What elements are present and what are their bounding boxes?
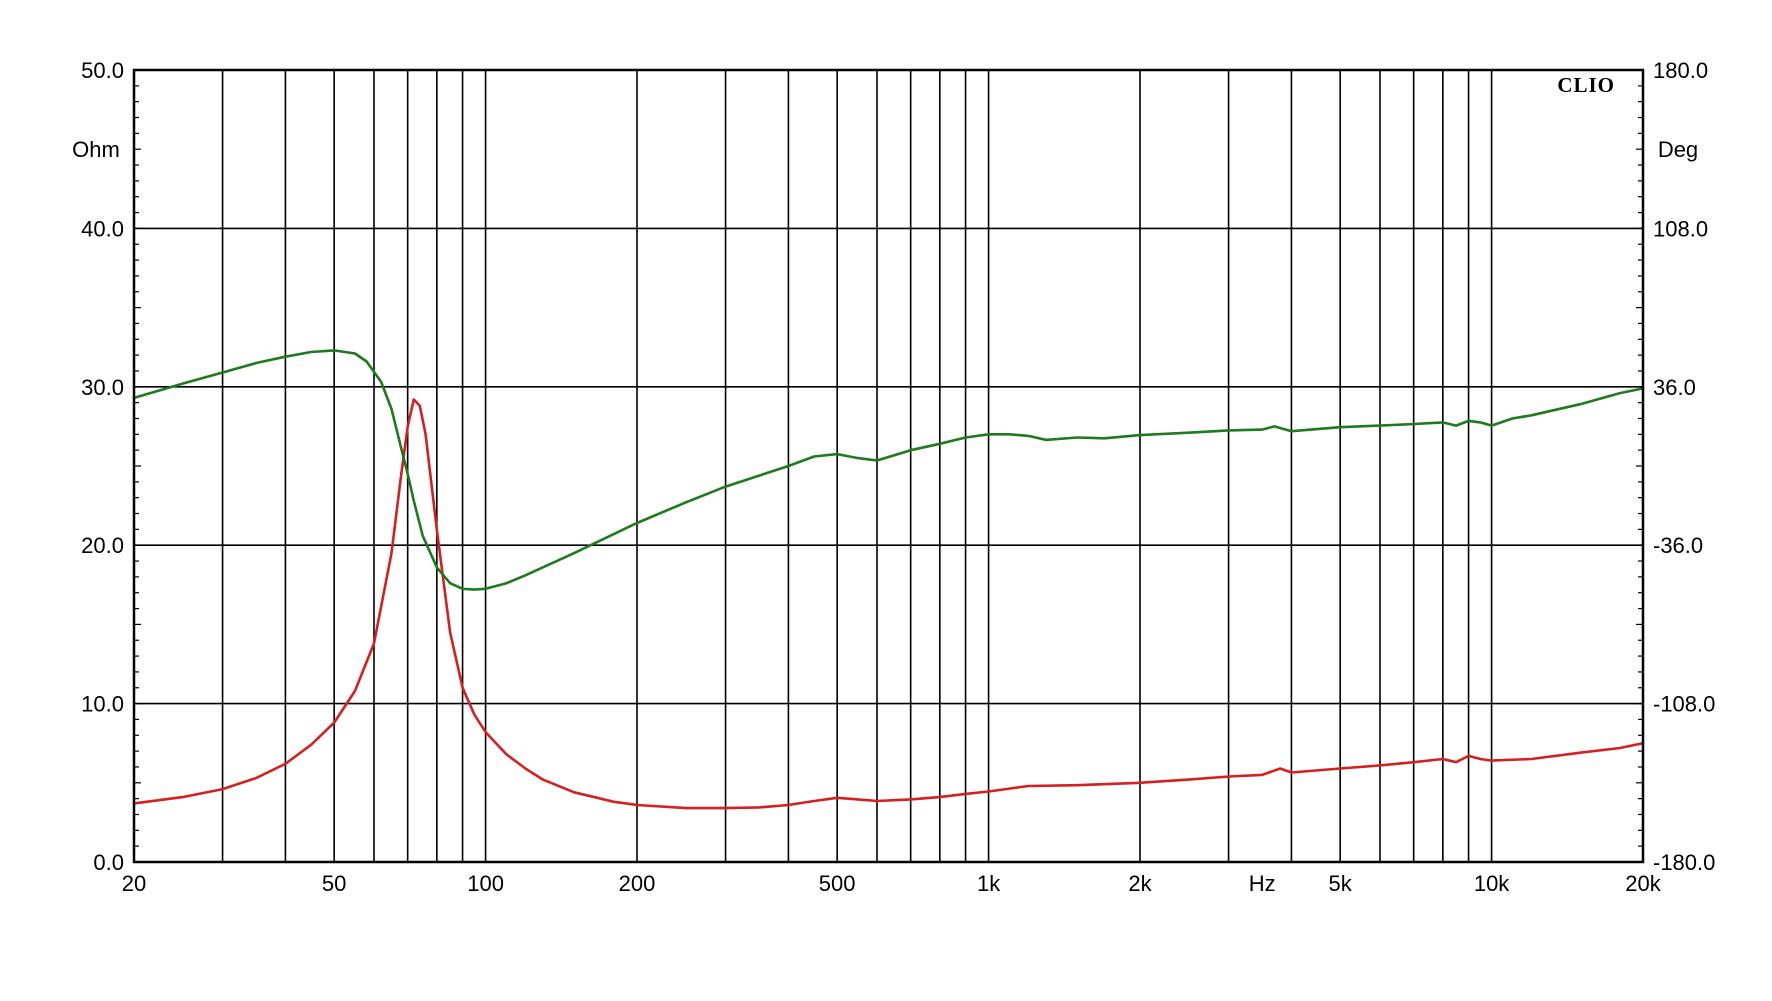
- x-tick-label: 10k: [1474, 871, 1510, 896]
- x-tick-label: 20k: [1625, 871, 1661, 896]
- right-tick-label: 180.0: [1653, 58, 1708, 83]
- x-tick-label: 200: [619, 871, 656, 896]
- x-tick-label: 100: [467, 871, 504, 896]
- series-lines: [132, 349, 1645, 810]
- tick-marks: [134, 69, 1643, 863]
- phase-curve: [132, 349, 1645, 591]
- right-tick-label: -108.0: [1653, 692, 1715, 717]
- tick-labels: 0.0 10.0 20.0 30.0 40.0 50.0 -180.0 -108.0 -36.0…: [81, 58, 1715, 896]
- left-tick-label: 50.0: [81, 58, 124, 83]
- x-tick-label: 1k: [977, 871, 1001, 896]
- left-axis-unit: Ohm: [72, 137, 120, 162]
- x-tick-label: 50: [322, 871, 346, 896]
- x-tick-label: 500: [819, 871, 856, 896]
- right-tick-label: 36.0: [1653, 375, 1696, 400]
- right-axis-unit: Deg: [1658, 137, 1698, 162]
- left-tick-label: 10.0: [81, 692, 124, 717]
- x-tick-label: 20: [122, 871, 146, 896]
- grid: [134, 70, 1644, 862]
- left-tick-label: 20.0: [81, 533, 124, 558]
- right-tick-label: -180.0: [1653, 850, 1715, 875]
- left-tick-label: 40.0: [81, 216, 124, 241]
- brand-logo-text: CLIO: [1557, 73, 1615, 97]
- right-tick-label: 108.0: [1653, 216, 1708, 241]
- x-tick-label: 5k: [1329, 871, 1353, 896]
- left-tick-label: 30.0: [81, 375, 124, 400]
- impedance-curve: [132, 398, 1645, 810]
- x-axis-unit: Hz: [1249, 871, 1276, 896]
- x-tick-label: 2k: [1128, 871, 1152, 896]
- left-tick-label: 0.0: [93, 850, 124, 875]
- right-tick-label: -36.0: [1653, 533, 1703, 558]
